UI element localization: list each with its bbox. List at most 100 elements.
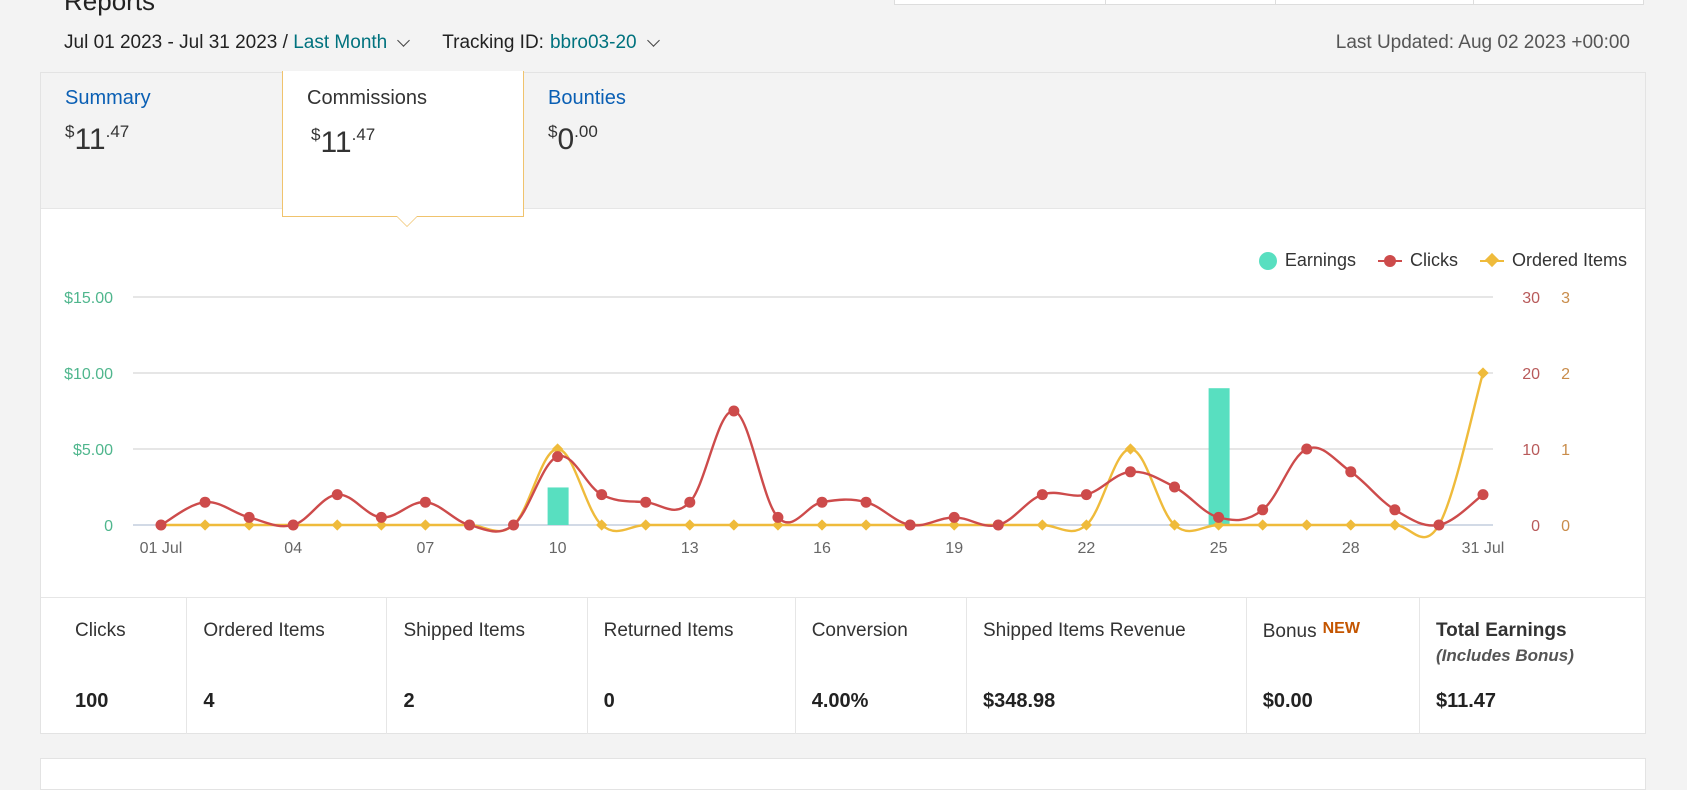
ordered-items-point <box>199 519 211 531</box>
chevron-down-icon[interactable] <box>646 33 660 47</box>
ordered-items-point <box>375 519 387 531</box>
legend-item[interactable]: Clicks <box>1377 250 1458 271</box>
top-strip: Reports <box>0 0 1687 72</box>
ordered-items-point <box>816 519 828 531</box>
legend-item[interactable]: Earnings <box>1258 250 1356 271</box>
legend-label: Ordered Items <box>1511 250 1627 270</box>
clicks-point <box>508 519 520 531</box>
clicks-line <box>160 409 1484 533</box>
ordered-items-point <box>860 519 872 531</box>
ordered-items-point <box>1345 519 1357 531</box>
clicks-point <box>992 519 1004 531</box>
metric-label: Bonus NEW <box>1262 620 1360 642</box>
clicks-point <box>155 519 167 531</box>
clicks-point <box>904 519 916 531</box>
clicks-point <box>772 511 784 523</box>
metric-label: Shipped Items <box>403 620 525 641</box>
x-axis-tick: 16 <box>813 540 831 557</box>
new-badge: NEW <box>1322 620 1360 637</box>
ordered-items-point <box>772 519 784 531</box>
tab-commissions[interactable]: Commissions $11.47 <box>282 71 524 227</box>
clicks-point <box>816 496 828 508</box>
ordered-axis-tick: 2 <box>1561 366 1570 383</box>
legend-label: Earnings <box>1284 250 1356 270</box>
period-dropdown[interactable]: Last Month <box>293 32 388 53</box>
metric-total-earnings: Total Earnings (Includes Bonus) $11.47 <box>1420 598 1645 734</box>
date-range: Jul 01 2023 - Jul 31 2023 <box>64 32 278 53</box>
x-axis-tick: 13 <box>681 540 699 557</box>
legend-item[interactable]: Ordered Items <box>1479 250 1627 271</box>
report-filters: Jul 01 2023 - Jul 31 2023 / Last Month T… <box>64 32 660 54</box>
x-axis-tick: 04 <box>284 540 302 557</box>
clicks-point <box>552 451 564 463</box>
ordered-items-point <box>1389 519 1401 531</box>
metric-label: Ordered Items <box>203 620 325 641</box>
x-axis-tick: 31 Jul <box>1462 540 1505 557</box>
left-axis-tick: 0 <box>104 518 113 535</box>
tracking-id-dropdown[interactable]: bbro03-20 <box>549 32 637 53</box>
ordered-items-point <box>1168 519 1181 531</box>
clicks-point <box>419 496 431 508</box>
tab-bounties[interactable]: Bounties $0.00 <box>548 87 626 157</box>
ordered-items-point <box>1036 519 1048 531</box>
clicks-point <box>1301 443 1313 455</box>
ordered-axis-tick: 0 <box>1561 518 1570 535</box>
ordered-items-point <box>1212 519 1225 531</box>
tab-summary[interactable]: Summary $11.47 <box>65 87 151 157</box>
clicks-point <box>1433 519 1445 531</box>
clicks-legend-icon <box>1377 254 1402 267</box>
metric-shipped-items-revenue: Shipped Items Revenue $348.98 <box>967 598 1247 734</box>
tab-summary-label[interactable]: Summary <box>65 87 151 109</box>
ordered-items-point <box>1257 519 1269 531</box>
clicks-point <box>375 511 387 523</box>
metric-label: Returned Items <box>603 620 734 641</box>
clicks-point <box>1389 504 1401 516</box>
ordered-items-point <box>1080 519 1093 531</box>
ordered-items-point <box>243 519 255 531</box>
metric-value: $11.47 <box>1435 690 1497 712</box>
metric-value: 2 <box>403 690 415 712</box>
ordered-items-point <box>1301 519 1313 531</box>
earnings-bar <box>1208 388 1230 525</box>
clicks-point <box>287 519 299 531</box>
ordered-items-point <box>551 443 564 455</box>
x-axis-tick: 07 <box>417 540 435 557</box>
clicks-point <box>640 496 652 508</box>
clicks-point <box>1036 489 1048 501</box>
metric-value: 100 <box>75 690 109 712</box>
clicks-point <box>243 511 255 523</box>
date-separator: / <box>277 32 294 53</box>
tracking-filter[interactable]: Tracking ID: bbro03-20 <box>442 32 660 54</box>
ordered-axis-tick: 1 <box>1561 442 1570 459</box>
tracking-label: Tracking ID: <box>442 32 544 53</box>
metric-bonus: Bonus NEW $0.00 <box>1247 598 1420 734</box>
x-axis-tick: 28 <box>1342 540 1360 557</box>
clicks-axis-tick: 0 <box>1531 518 1540 535</box>
clicks-point <box>463 519 475 531</box>
clicks-point <box>948 511 960 523</box>
chevron-down-icon[interactable] <box>397 33 411 47</box>
metric-label: Conversion <box>811 620 908 641</box>
metric-label: Shipped Items Revenue <box>982 620 1186 641</box>
tab-commissions-label[interactable]: Commissions <box>307 87 428 109</box>
ordered-legend-icon <box>1479 252 1504 267</box>
x-axis-tick: 19 <box>945 540 963 557</box>
metric-label: Total Earnings (Includes Bonus) <box>1435 620 1574 665</box>
summary-amount: $11.47 <box>65 122 130 156</box>
bounties-amount: $0.00 <box>548 122 598 156</box>
x-axis-tick: 22 <box>1078 540 1096 557</box>
clicks-axis-tick: 30 <box>1522 290 1540 307</box>
earnings-bar <box>547 487 569 525</box>
x-axis-tick: 25 <box>1210 540 1228 557</box>
x-axis-tick: 01 Jul <box>140 540 183 557</box>
next-card <box>40 758 1646 790</box>
metric-value: $348.98 <box>982 690 1056 712</box>
metrics-row: Clicks 100 Ordered Items 4 Shipped Items 2 Ret… <box>41 597 1645 734</box>
clicks-axis-tick: 10 <box>1522 442 1540 459</box>
tab-bounties-label[interactable]: Bounties <box>548 87 626 109</box>
ordered-items-point <box>684 519 696 531</box>
left-axis-tick: $15.00 <box>64 290 113 307</box>
ordered-items-point <box>728 519 740 531</box>
metric-returned-items: Returned Items 0 <box>588 598 796 734</box>
clicks-point <box>684 496 696 508</box>
